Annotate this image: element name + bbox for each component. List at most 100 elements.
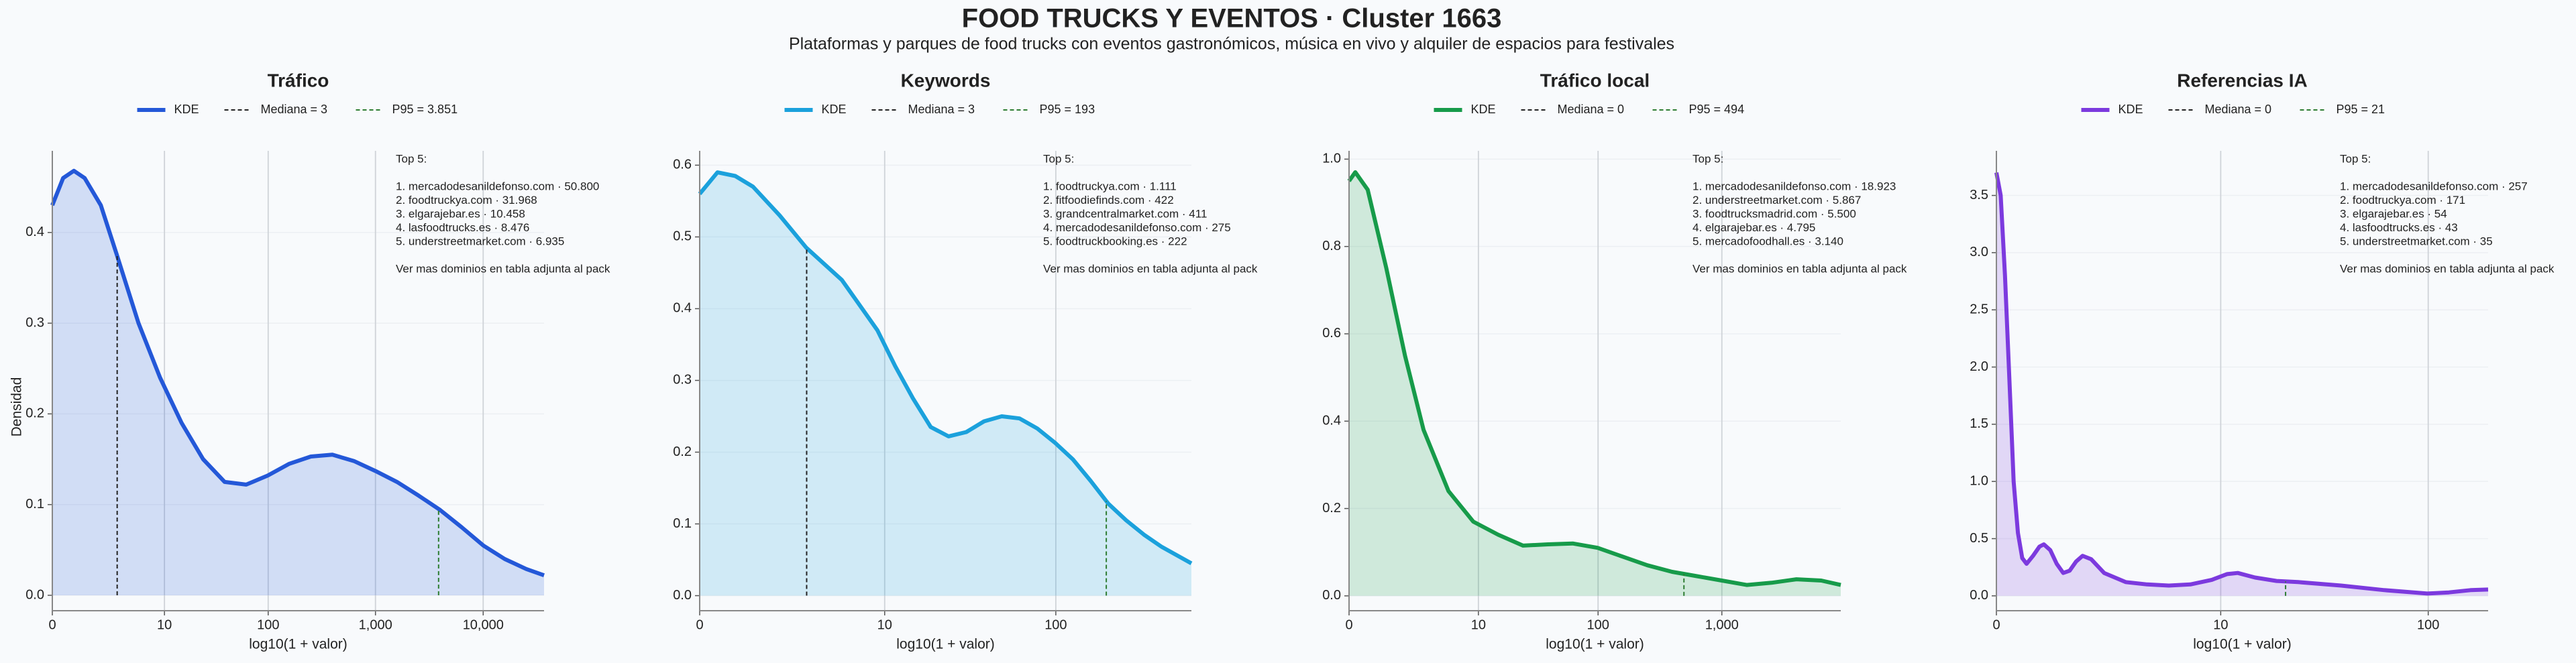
y-tick-label: 1.5: [1970, 416, 1988, 431]
y-tick-label: 0.2: [673, 444, 692, 459]
annotation-line: Top 5:: [2340, 152, 2371, 165]
legend-label: KDE: [822, 103, 847, 116]
annotation-line: 2. fitfoodiefinds.com · 422: [1043, 194, 1174, 206]
annotation-line: Ver mas dominios en tabla adjunta al pac…: [2340, 262, 2555, 275]
annotation-line: 2. foodtruckya.com · 171: [2340, 194, 2465, 206]
x-axis-label: log10(1 + valor): [2193, 637, 2292, 652]
y-tick-label: 0.4: [673, 301, 692, 316]
y-tick-label: 0.8: [1322, 239, 1341, 253]
annotation-line: 2. understreetmarket.com · 5.867: [1693, 194, 1861, 206]
annotation-line: 1. mercadodesanildefonso.com · 257: [2340, 180, 2528, 192]
x-axis-label: log10(1 + valor): [1546, 637, 1644, 652]
annotation-line: 5. mercadofoodhall.es · 3.140: [1693, 235, 1843, 247]
panel-title: Referencias IA: [2177, 70, 2308, 91]
annotation-line: 1. mercadodesanildefonso.com · 50.800: [396, 180, 599, 192]
annotation-line: 1. foodtruckya.com · 1.111: [1043, 180, 1177, 192]
kde-area: [1996, 172, 2488, 596]
x-tick-label: 10: [877, 617, 892, 632]
y-tick-label: 0.0: [1322, 588, 1341, 603]
panel-title: Keywords: [901, 70, 991, 91]
x-tick-label: 10,000: [463, 617, 504, 632]
legend-label: Mediana = 3: [261, 103, 328, 116]
legend-label: P95 = 193: [1040, 103, 1095, 116]
annotation-line: 3. elgarajebar.es · 10.458: [396, 207, 525, 220]
y-tick-label: 0.5: [1970, 531, 1988, 546]
x-tick-label: 100: [1587, 617, 1609, 632]
kde-line: [50, 168, 545, 578]
annotation-line: 4. mercadodesanildefonso.com · 275: [1043, 221, 1231, 234]
x-tick-label: 1,000: [359, 617, 392, 632]
annotation-line: 2. foodtruckya.com · 31.968: [396, 194, 537, 206]
legend-label: P95 = 21: [2337, 103, 2385, 116]
x-tick-label: 10: [1471, 617, 1486, 632]
panel-title: Tráfico local: [1540, 70, 1650, 91]
legend-label: Mediana = 3: [908, 103, 975, 116]
kde-line: [1347, 170, 1841, 587]
annotation-line: 3. elgarajebar.es · 54: [2340, 207, 2447, 220]
y-tick-label: 2.5: [1970, 302, 1988, 316]
annotation-line: 1. mercadodesanildefonso.com · 18.923: [1693, 180, 1896, 192]
annotation-line: Ver mas dominios en tabla adjunta al pac…: [1693, 262, 1907, 275]
y-tick-label: 0.6: [673, 158, 692, 172]
annotation-line: 5. foodtruckbooking.es · 222: [1043, 235, 1187, 247]
x-tick-label: 100: [1044, 617, 1067, 632]
kde-area: [52, 170, 544, 596]
y-tick-label: 0.0: [673, 588, 692, 603]
x-tick-label: 100: [2417, 617, 2439, 632]
y-tick-label: 3.5: [1970, 188, 1988, 202]
legend-label: P95 = 494: [1689, 103, 1745, 116]
annotation-line: 3. foodtrucksmadrid.com · 5.500: [1693, 207, 1856, 220]
y-tick-label: 1.0: [1322, 152, 1341, 166]
y-tick-label: 0.1: [673, 516, 692, 531]
y-tick-label: 1.0: [1970, 473, 1988, 488]
kde-line: [698, 170, 1193, 566]
annotation-line: 3. grandcentralmarket.com · 411: [1043, 207, 1207, 220]
y-tick-label: 0.2: [25, 406, 44, 421]
page-subtitle: Plataformas y parques de food trucks con…: [789, 35, 1674, 54]
y-tick-label: 0.0: [25, 587, 44, 602]
x-tick-label: 0: [696, 617, 703, 632]
y-axis-label: Densidad: [9, 377, 25, 437]
panel-title: Tráfico: [268, 70, 329, 91]
x-axis-label: log10(1 + valor): [896, 637, 995, 652]
legend-label: KDE: [2118, 103, 2143, 116]
y-tick-label: 3.0: [1970, 245, 1988, 259]
annotation-line: Ver mas dominios en tabla adjunta al pac…: [396, 262, 610, 275]
y-tick-label: 0.5: [673, 229, 692, 244]
legend-label: KDE: [1471, 103, 1496, 116]
y-tick-label: 0.4: [1322, 414, 1341, 428]
y-tick-label: 0.6: [1322, 326, 1341, 341]
annotation-line: Top 5:: [1693, 152, 1723, 165]
annotation-line: 4. lasfoodtrucks.es · 8.476: [396, 221, 529, 234]
x-tick-label: 0: [48, 617, 56, 632]
y-tick-label: 0.3: [673, 373, 692, 387]
x-tick-label: 0: [1992, 617, 2000, 632]
legend-label: Mediana = 0: [2205, 103, 2272, 116]
x-tick-label: 10: [2213, 617, 2228, 632]
y-tick-label: 0.3: [25, 315, 44, 330]
y-tick-label: 0.4: [25, 225, 44, 239]
annotation-line: Top 5:: [1043, 152, 1074, 165]
legend-label: KDE: [174, 103, 199, 116]
annotation-line: Ver mas dominios en tabla adjunta al pac…: [1043, 262, 1258, 275]
y-tick-label: 2.0: [1970, 359, 1988, 374]
annotation-line: 4. elgarajebar.es · 4.795: [1693, 221, 1815, 234]
annotation-line: 5. understreetmarket.com · 35: [2340, 235, 2493, 247]
kde-area: [1349, 172, 1841, 596]
x-tick-label: 0: [1345, 617, 1352, 632]
x-tick-label: 1,000: [1705, 617, 1739, 632]
x-axis-label: log10(1 + valor): [249, 637, 347, 652]
legend-label: Mediana = 0: [1558, 103, 1625, 116]
y-tick-label: 0.1: [25, 497, 44, 511]
page-title: FOOD TRUCKS Y EVENTOS · Cluster 1663: [962, 4, 1502, 34]
kde-line: [1994, 172, 2489, 596]
y-tick-label: 0.0: [1970, 588, 1988, 603]
legend-label: P95 = 3.851: [392, 103, 458, 116]
x-tick-label: 10: [157, 617, 172, 632]
y-tick-label: 0.2: [1322, 501, 1341, 516]
annotation-line: 4. lasfoodtrucks.es · 43: [2340, 221, 2458, 234]
annotation-line: Top 5:: [396, 152, 427, 165]
x-tick-label: 100: [257, 617, 279, 632]
kde-area: [700, 172, 1191, 596]
